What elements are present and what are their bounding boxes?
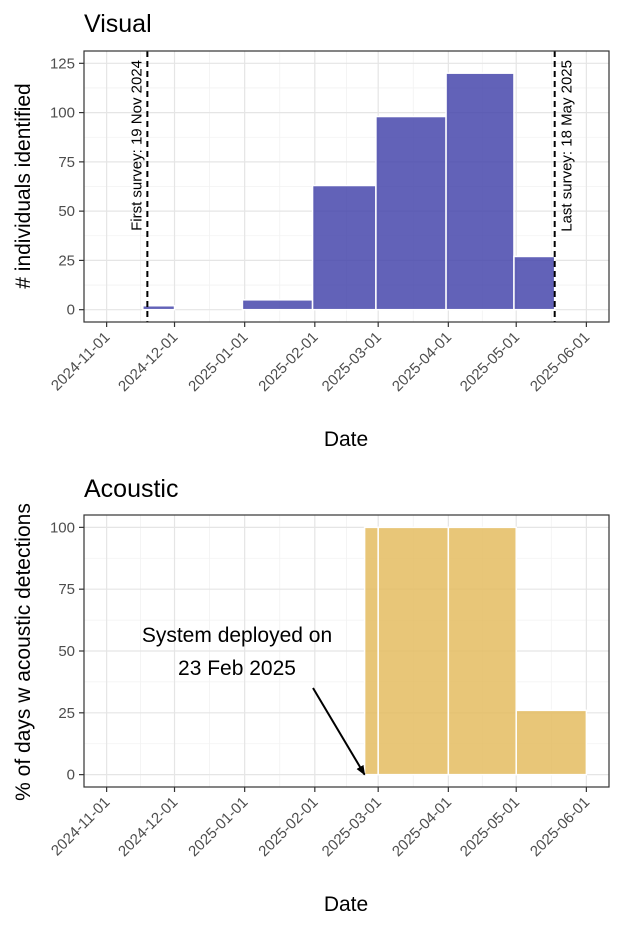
- visual-x-tick-label: 2025-01-01: [185, 329, 251, 395]
- acoustic-x-axis-title: Date: [324, 893, 368, 916]
- acoustic-x-tick-label: 2024-12-01: [115, 794, 181, 860]
- acoustic-x-tick-label: 2025-05-01: [457, 794, 523, 860]
- visual-y-tick-label: 25: [58, 252, 75, 269]
- visual-y-axis: 0 25 50 75 100 125: [50, 55, 84, 319]
- visual-plot-frame: [83, 50, 610, 323]
- deployment-annotation: System deployed on 23 Feb 2025: [142, 624, 366, 776]
- visual-x-tick-label: 2024-11-01: [48, 329, 113, 394]
- visual-x-tick-label: 2025-04-01: [389, 329, 455, 395]
- visual-y-tick-label: 100: [50, 105, 75, 122]
- acoustic-bar: [377, 526, 450, 776]
- visual-bar: [445, 72, 515, 311]
- acoustic-x-tick-label: 2025-02-01: [255, 794, 321, 860]
- visual-x-tick-label: 2025-02-01: [255, 329, 321, 395]
- acoustic-bar: [515, 709, 588, 776]
- deployment-annotation-line2: 23 Feb 2025: [178, 657, 296, 680]
- acoustic-x-tick-label: 2025-03-01: [319, 794, 385, 860]
- acoustic-y-axis: 0 25 50 75 100: [50, 519, 84, 784]
- acoustic-x-tick-label: 2025-01-01: [185, 794, 251, 860]
- deployment-annotation-line1: System deployed on: [142, 624, 332, 647]
- acoustic-x-tick-label: 2025-06-01: [527, 794, 593, 860]
- visual-y-tick-label: 75: [58, 154, 75, 171]
- acoustic-y-tick-label: 75: [58, 581, 75, 598]
- deployment-arrow: [312, 687, 366, 776]
- acoustic-y-tick-label: 50: [58, 643, 75, 660]
- visual-bars: [142, 72, 556, 311]
- visual-x-tick-label: 2025-05-01: [457, 329, 523, 395]
- survey-line-label-first: First survey: 19 Nov 2024: [128, 60, 145, 231]
- visual-y-tick-label: 0: [67, 302, 75, 319]
- acoustic-y-tick-label: 25: [58, 705, 75, 722]
- acoustic-bar: [447, 526, 517, 776]
- visual-y-tick-label: 125: [50, 55, 75, 72]
- acoustic-panel: Acoustic System deployed on 23 Feb 2025 …: [12, 475, 610, 916]
- visual-panel: Visual First survey: 19 Nov 2024 Last sur…: [12, 10, 610, 451]
- visual-x-axis-title: Date: [324, 428, 368, 451]
- visual-x-axis: 2024-11-01 2024-12-01 2025-01-01 2025-02-01…: [48, 322, 593, 395]
- acoustic-x-tick-label: 2024-11-01: [48, 794, 113, 859]
- acoustic-panel-title: Acoustic: [84, 475, 178, 503]
- visual-y-axis-title: # individuals identified: [12, 83, 35, 288]
- visual-x-tick-label: 2025-06-01: [527, 329, 593, 395]
- acoustic-y-tick-label: 0: [67, 767, 75, 784]
- acoustic-bar: [363, 526, 379, 776]
- visual-bar: [241, 299, 314, 311]
- visual-y-tick-label: 50: [58, 203, 75, 220]
- survey-line-label-last: Last survey: 18 May 2025: [559, 60, 576, 232]
- visual-bar: [311, 184, 377, 311]
- acoustic-x-tick-label: 2025-04-01: [389, 794, 455, 860]
- acoustic-y-tick-label: 100: [50, 519, 75, 536]
- visual-survey-lines: First survey: 19 Nov 2024 Last survey: 18…: [128, 51, 576, 322]
- acoustic-y-axis-title: % of days w acoustic detections: [12, 503, 35, 801]
- visual-x-tick-label: 2025-03-01: [319, 329, 385, 395]
- visual-bar: [142, 304, 176, 311]
- visual-x-tick-label: 2024-12-01: [115, 329, 181, 395]
- visual-bar: [513, 255, 556, 311]
- acoustic-bars: [363, 526, 588, 776]
- visual-bar: [375, 115, 447, 311]
- acoustic-x-axis: 2024-11-01 2024-12-01 2025-01-01 2025-02-01…: [48, 787, 593, 860]
- visual-panel-title: Visual: [84, 10, 152, 38]
